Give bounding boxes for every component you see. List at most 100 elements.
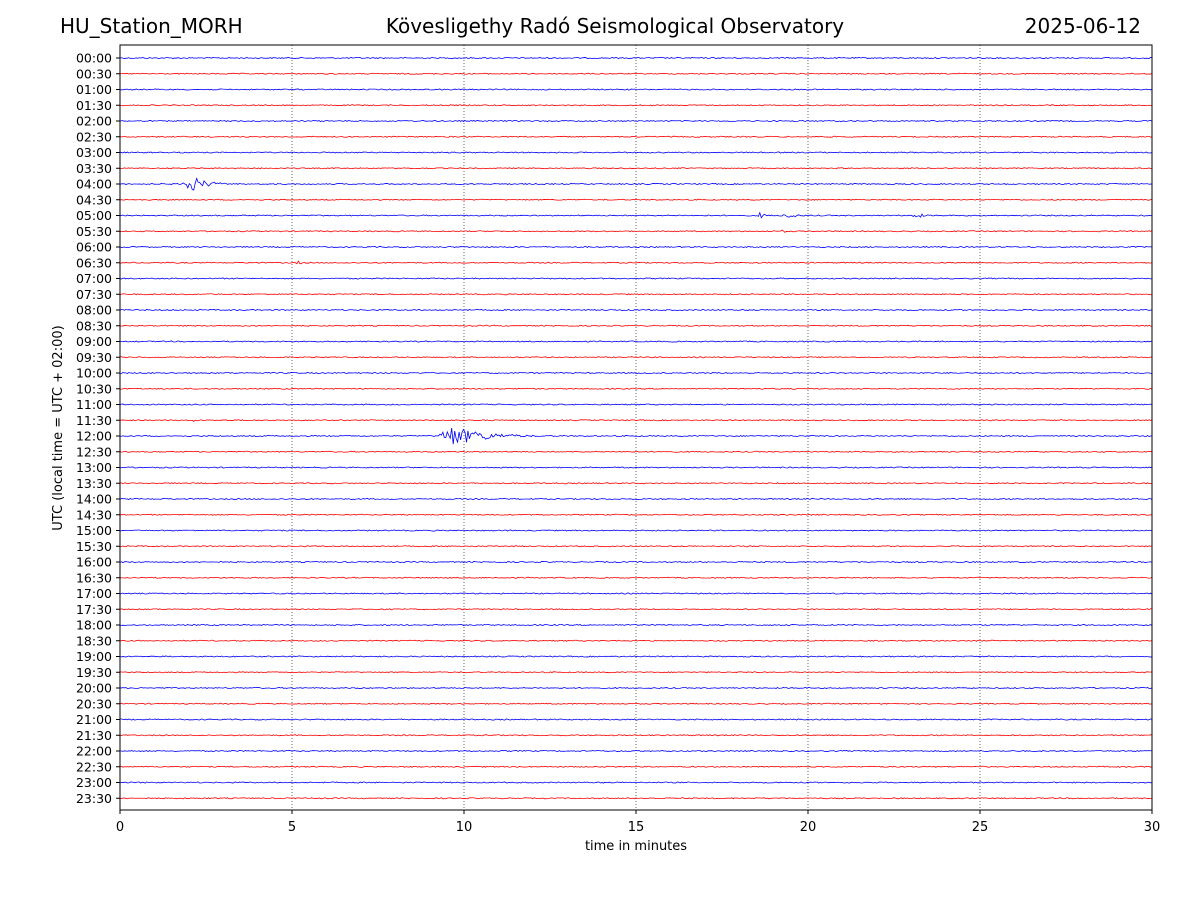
y-tick-label: 23:30 [76,791,112,806]
trace-0230 [119,135,1153,138]
y-tick-label: 01:30 [76,98,112,113]
trace-1730 [119,608,1153,611]
y-tick-label: 05:30 [76,224,112,239]
y-tick-label: 21:00 [76,712,112,727]
trace-1330 [119,482,1153,485]
y-tick-label: 14:30 [76,507,112,522]
y-axis-label: UTC (local time = UTC + 02:00) [51,325,66,530]
x-axis-label: time in minutes [585,839,687,854]
trace-0400 [119,177,1153,191]
trace-2230 [119,765,1153,768]
trace-layer [119,56,1153,800]
trace-1930 [119,671,1153,674]
trace-0630 [119,260,1153,265]
trace-2200 [119,749,1153,753]
trace-0330 [119,167,1153,170]
trace-0730 [119,293,1153,296]
y-tick-label: 03:00 [76,145,112,160]
y-tick-label: 10:30 [76,381,112,396]
x-tick-label: 30 [1144,820,1161,835]
trace-0030 [119,72,1153,75]
trace-0700 [119,277,1153,280]
y-tick-label: 06:00 [76,240,112,255]
trace-1830 [119,639,1153,642]
trace-1530 [119,545,1153,548]
y-tick-label: 07:30 [76,287,112,302]
trace-1800 [119,624,1153,626]
y-tick-label: 18:30 [76,633,112,648]
trace-0930 [119,356,1153,359]
trace-1130 [119,419,1153,422]
y-tick-label: 09:30 [76,350,112,365]
y-tick-label: 02:00 [76,114,112,129]
y-tick-label: 08:30 [76,318,112,333]
trace-1100 [119,403,1153,406]
trace-1200 [119,428,1153,445]
trace-0000 [119,56,1153,59]
trace-0530 [119,229,1153,233]
station-name: HU_Station_MORH [60,14,243,38]
y-tick-label: 04:30 [76,192,112,207]
trace-2300 [119,781,1153,784]
y-tick-label: 19:30 [76,665,112,680]
y-tick-label: 03:30 [76,161,112,176]
y-tick-label: 11:00 [76,397,112,412]
y-tick-label: 22:30 [76,759,112,774]
trace-0200 [119,119,1153,123]
x-tick-label: 15 [628,820,645,835]
trace-0130 [119,104,1153,107]
y-tick-label: 20:30 [76,696,112,711]
trace-0500 [119,211,1153,219]
x-tick-label: 25 [972,820,989,835]
y-tick-label: 13:30 [76,476,112,491]
trace-0800 [119,309,1153,312]
trace-2100 [119,718,1153,721]
trace-1900 [119,655,1153,658]
y-tick-label: 17:00 [76,586,112,601]
chart-title: Kövesligethy Radó Seismological Observat… [385,14,845,38]
x-tick-label: 0 [116,820,124,835]
x-axis-ticks: 0 5 10 15 20 25 30 [116,810,1160,835]
trace-0600 [119,245,1153,248]
trace-1300 [119,466,1153,469]
y-tick-label: 05:00 [76,208,112,223]
trace-1600 [119,560,1153,564]
y-tick-label: 11:30 [76,413,112,428]
trace-1230 [119,450,1153,453]
trace-2030 [119,702,1153,705]
y-tick-label: 15:00 [76,523,112,538]
trace-1030 [119,387,1153,390]
y-tick-label: 23:00 [76,775,112,790]
y-tick-label: 19:00 [76,649,112,664]
trace-0100 [119,88,1153,91]
y-tick-label: 08:00 [76,303,112,318]
x-tick-label: 10 [456,820,473,835]
y-tick-label: 06:30 [76,255,112,270]
y-tick-label: 21:30 [76,728,112,743]
y-tick-label: 18:00 [76,618,112,633]
trace-0430 [119,198,1153,201]
y-tick-label: 17:30 [76,602,112,617]
y-tick-label: 04:00 [76,177,112,192]
trace-2000 [119,686,1153,689]
trace-1000 [119,372,1153,375]
trace-1400 [119,497,1153,501]
y-tick-label: 12:00 [76,429,112,444]
y-tick-label: 14:00 [76,492,112,507]
y-tick-label: 15:30 [76,539,112,554]
trace-0830 [119,324,1153,327]
y-tick-label: 07:00 [76,271,112,286]
y-tick-label: 13:00 [76,460,112,475]
y-tick-label: 16:30 [76,570,112,585]
trace-0900 [119,340,1153,343]
y-tick-label: 10:00 [76,366,112,381]
trace-1630 [119,576,1153,579]
trace-0300 [119,151,1153,154]
y-tick-label: 00:00 [76,51,112,66]
y-tick-label: 02:30 [76,129,112,144]
y-tick-label: 20:00 [76,681,112,696]
trace-2130 [119,734,1153,737]
y-tick-label: 09:00 [76,334,112,349]
trace-2330 [119,797,1153,800]
